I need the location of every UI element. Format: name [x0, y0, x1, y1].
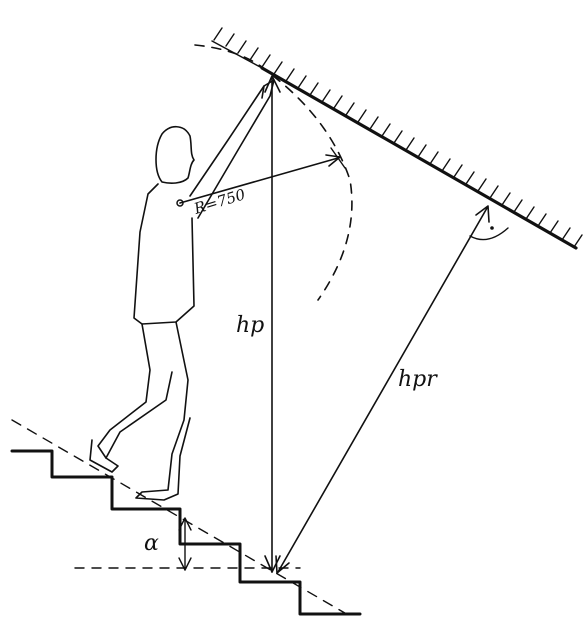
ceiling-hatching [213, 27, 583, 248]
hpr-dimension [275, 205, 509, 574]
person-head [155, 125, 195, 184]
hp-dimension [264, 75, 281, 573]
stair-pitch-line [11, 419, 351, 617]
hp-top-arrow [264, 75, 281, 93]
person-front-leg [135, 321, 191, 501]
radius-line [176, 147, 346, 207]
hpr-top-arrow [475, 205, 490, 223]
ceiling-line [260, 66, 578, 250]
alpha-label: α [144, 531, 159, 556]
person-figure [89, 79, 275, 501]
person-back-leg [97, 323, 173, 459]
radius-label: R=750 [191, 185, 248, 218]
reach-arc [194, 44, 353, 301]
ceiling [211, 27, 583, 250]
hp-label: hp [236, 313, 264, 338]
person-torso [133, 183, 195, 325]
right-angle-dot [490, 226, 494, 230]
staircase [10, 419, 362, 617]
hp-bottom-arrow [264, 555, 281, 573]
shoulder-pivot [176, 199, 184, 207]
person-back-foot [89, 439, 119, 473]
right-angle-mark [469, 227, 509, 241]
hpr-label: hpr [398, 367, 438, 392]
alpha-arrow-bottom [178, 557, 192, 571]
alpha-arrow-top [178, 517, 192, 531]
stair-steps [10, 449, 362, 616]
person-raised-arm [189, 79, 275, 219]
radius-arrowhead [325, 154, 341, 167]
